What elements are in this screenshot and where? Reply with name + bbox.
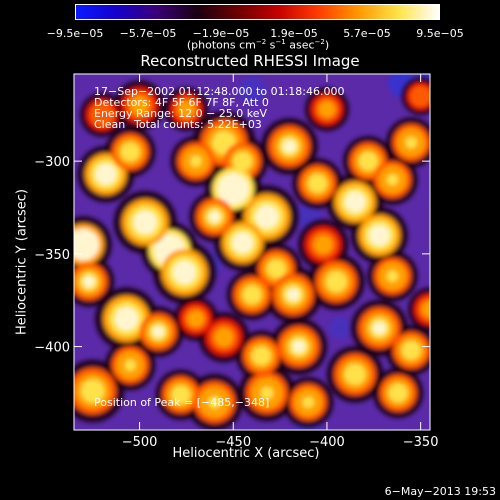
emission-blob	[181, 104, 192, 115]
emission-blob	[177, 265, 192, 280]
emission-blob	[283, 139, 296, 153]
emission-blob	[348, 368, 362, 381]
emission-blob	[236, 236, 249, 250]
annotation-total-counts: Total counts: 5.22E+03	[134, 118, 262, 131]
emission-blob	[97, 109, 108, 120]
emission-blob	[237, 155, 249, 167]
emission-blob	[425, 304, 430, 315]
negative-blob	[328, 316, 352, 340]
emission-blob	[85, 384, 100, 399]
emission-blob	[311, 177, 324, 190]
emission-blob	[270, 263, 282, 275]
emission-blob	[373, 321, 386, 335]
annotation-clean-counts: Clean Total counts: 5.22E+03	[94, 119, 262, 130]
colorbar-tick-label: −9.5e−05	[46, 27, 104, 40]
emission-blob	[286, 288, 300, 301]
emission-blob	[405, 344, 417, 356]
colorbar-unit-label: (photons cm−2 s−1 asec−2)	[186, 38, 330, 52]
annotation-time-range: 17−Sep−2002 01:12:48.000 to 01:18:46.000	[94, 85, 345, 98]
y-tick-label: −300	[34, 155, 70, 170]
x-tick-label: −500	[122, 435, 158, 450]
timestamp: 6−May−2013 19:53	[384, 485, 496, 498]
y-axis-label: Heliocentric Y (arcsec)	[14, 189, 30, 335]
x-tick-label: −350	[403, 435, 439, 450]
emission-blob	[322, 104, 332, 115]
y-tick-label: −400	[34, 341, 70, 356]
emission-blob	[77, 238, 90, 251]
emission-blob	[216, 135, 231, 150]
emission-blob	[416, 92, 425, 101]
emission-blob	[99, 167, 113, 181]
emission-blob	[348, 195, 362, 209]
emission-blob	[362, 155, 374, 167]
emission-blob	[208, 395, 221, 409]
annotation-detectors: Detectors: 4F 5F 6F 7F 8F, Att 0	[94, 96, 269, 109]
y-tick-label: −350	[34, 248, 70, 263]
emission-blob	[190, 155, 202, 167]
annotation-peak-position: Position of Peak = [−485,−348]	[94, 396, 270, 409]
emission-blob	[373, 228, 386, 242]
colorbar-tick-label: 9.5e−05	[416, 27, 464, 40]
emission-blob	[226, 182, 240, 196]
x-axis-label: Heliocentric X (arcsec)	[172, 446, 320, 461]
plot-frame	[73, 73, 431, 431]
chart-title: Reconstructed RHESSI Image	[140, 52, 360, 70]
colorbar-tick-label: −5.7e−05	[119, 27, 177, 40]
annotation-clean: Clean	[94, 118, 126, 131]
emission-blob	[317, 238, 329, 251]
emission-blob	[260, 386, 274, 400]
colorbar-tick-label: 5.7e−05	[343, 27, 391, 40]
emission-blob	[405, 136, 417, 149]
negative-blob	[238, 77, 266, 105]
emission-blob	[386, 174, 399, 186]
emission-blob	[124, 146, 136, 158]
emission-blob	[133, 99, 146, 112]
x-tick-label: −400	[309, 435, 345, 450]
emission-blob	[152, 326, 164, 338]
emission-blob	[392, 387, 404, 399]
emission-blob	[175, 389, 187, 401]
emission-blob	[208, 211, 221, 223]
colorbar-tick-label: −1.9e−05	[192, 27, 250, 40]
colorbar-tick-label: 1.9e−05	[270, 27, 318, 40]
emission-blob	[83, 276, 95, 288]
emission-blob	[190, 313, 201, 324]
colorbar	[75, 4, 440, 20]
emission-blob	[302, 396, 314, 408]
annotation-energy-range: Energy Range: 12.0 − 25.0 keV	[94, 107, 268, 120]
emission-blob	[119, 311, 134, 326]
emission-blob	[218, 331, 230, 343]
emission-blob	[329, 275, 343, 288]
emission-blob	[138, 215, 153, 230]
emission-blob	[259, 209, 275, 224]
emission-blob	[386, 270, 399, 282]
emission-blob	[292, 340, 306, 353]
x-tick-label: −450	[215, 435, 251, 450]
emission-blob	[246, 289, 258, 301]
emission-blob	[255, 350, 267, 362]
emission-blob	[124, 359, 136, 371]
